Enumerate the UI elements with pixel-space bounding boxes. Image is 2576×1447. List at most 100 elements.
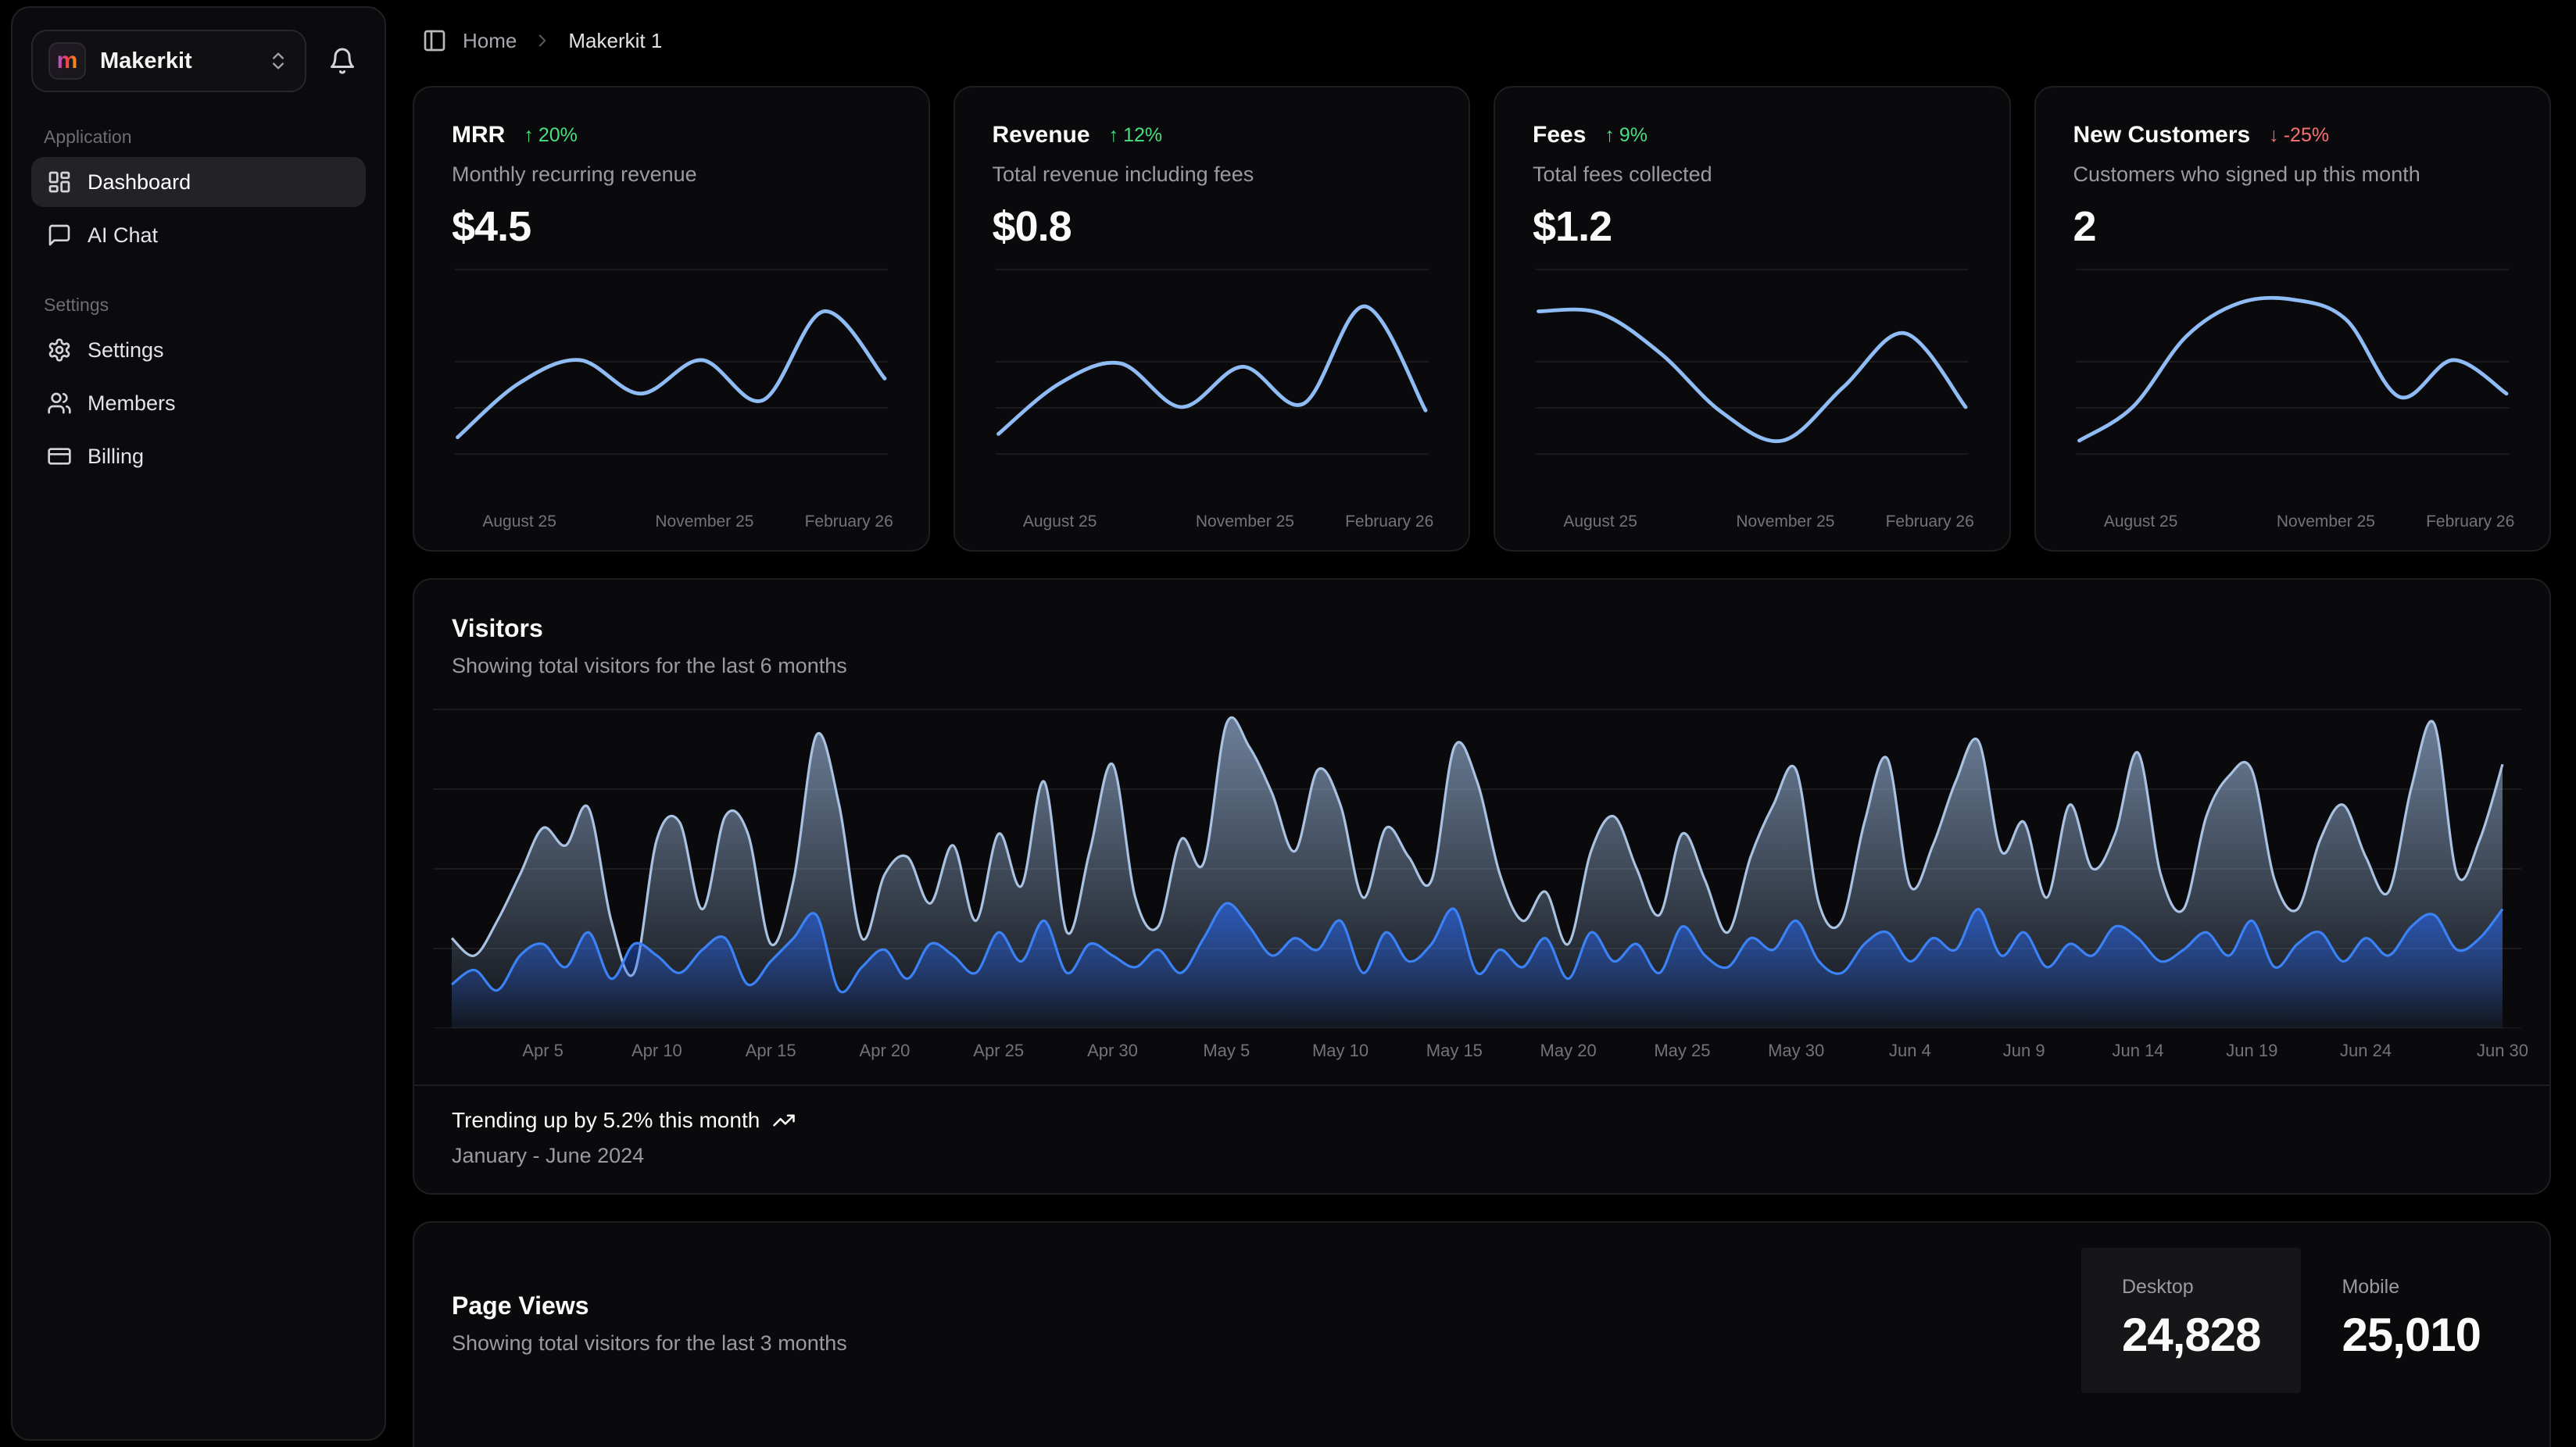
desktop-toggle[interactable]: Desktop 24,828 bbox=[2080, 1248, 2302, 1393]
sidebar-item-label: AI Chat bbox=[88, 223, 159, 247]
breadcrumb-current: Makerkit 1 bbox=[568, 28, 663, 52]
nav-section-application: Application bbox=[44, 127, 132, 147]
breadcrumb-home-link[interactable]: Home bbox=[463, 28, 517, 52]
page-views-title: Page Views bbox=[452, 1292, 589, 1320]
stat-value: $1.2 bbox=[1533, 203, 1612, 250]
page-views-subtitle: Showing total visitors for the last 3 mo… bbox=[452, 1331, 847, 1355]
stat-title: New Customers bbox=[2073, 122, 2251, 148]
team-selector[interactable]: m Makerkit bbox=[31, 30, 306, 92]
message-square-icon bbox=[47, 223, 72, 248]
makerkit-logo: m bbox=[48, 42, 86, 80]
mobile-toggle[interactable]: Mobile 25,010 bbox=[2301, 1248, 2521, 1393]
mobile-label: Mobile bbox=[2342, 1276, 2400, 1298]
arrow-up-icon: ↑ bbox=[1605, 123, 1615, 146]
sparkline-axis: August 25 November 25 February 26 bbox=[1022, 513, 1434, 531]
panel-left-icon bbox=[422, 28, 447, 53]
stat-description: Monthly recurring revenue bbox=[452, 163, 697, 186]
x-tick-label: May 15 bbox=[1426, 1041, 1483, 1060]
visitors-subtitle: Showing total visitors for the last 6 mo… bbox=[452, 654, 847, 677]
desktop-label: Desktop bbox=[2121, 1276, 2194, 1298]
sparkline-chart bbox=[1533, 260, 1984, 509]
stat-title: MRR bbox=[452, 122, 506, 148]
sidebar-item-dashboard[interactable]: Dashboard bbox=[31, 157, 366, 207]
sparkline-chart bbox=[993, 260, 1444, 509]
gear-icon bbox=[47, 338, 72, 363]
trend-badge: ↑ 9% bbox=[1605, 123, 1648, 146]
arrow-up-icon: ↑ bbox=[524, 123, 534, 146]
x-tick-label: Apr 20 bbox=[859, 1041, 911, 1060]
sparkline-axis: August 25 November 25 February 26 bbox=[482, 513, 893, 531]
visitors-footer: Trending up by 5.2% this month January -… bbox=[414, 1084, 2549, 1193]
stat-card-new-customers: New Customers ↓ -25% Customers who signed… bbox=[2034, 86, 2551, 552]
visitors-area-chart bbox=[433, 700, 2531, 1028]
page-views-series-toggles: Desktop 24,828 Mobile 25,010 bbox=[2080, 1248, 2521, 1393]
sidebar-item-label: Billing bbox=[88, 444, 145, 468]
x-tick-label: Jun 19 bbox=[2226, 1041, 2278, 1060]
x-tick-label: Jun 14 bbox=[2112, 1041, 2164, 1060]
visitors-x-axis: Apr 5 Apr 10 Apr 15 Apr 20 Apr 25 Apr 30 May 5… bbox=[433, 1034, 2531, 1069]
page-views-card: Page Views Showing total visitors for th… bbox=[413, 1221, 2551, 1447]
stat-value: $0.8 bbox=[992, 203, 1072, 250]
arrow-down-icon: ↓ bbox=[2269, 123, 2279, 146]
x-tick-label: Apr 25 bbox=[973, 1041, 1025, 1060]
x-tick-label: Jun 9 bbox=[2002, 1041, 2045, 1060]
dashboard-icon bbox=[47, 170, 72, 195]
visitors-title: Visitors bbox=[452, 614, 543, 642]
team-name: Makerkit bbox=[100, 48, 192, 73]
x-tick-label: Apr 15 bbox=[745, 1041, 796, 1060]
x-tick-label: Jun 4 bbox=[1889, 1041, 1931, 1060]
x-tick-label: Apr 5 bbox=[522, 1041, 564, 1060]
sparkline-axis: August 25 November 25 February 26 bbox=[1563, 513, 1974, 531]
users-icon bbox=[47, 391, 72, 416]
x-tick-label: Apr 30 bbox=[1087, 1041, 1138, 1060]
x-tick-label: May 30 bbox=[1768, 1041, 1825, 1060]
sidebar-item-settings[interactable]: Settings bbox=[31, 325, 366, 375]
arrow-up-icon: ↑ bbox=[1108, 123, 1119, 146]
sidebar-item-label: Members bbox=[88, 391, 176, 415]
stat-card-mrr: MRR ↑ 20% Monthly recurring revenue $4.5 … bbox=[413, 86, 930, 552]
main-content: Home Makerkit 1 MRR ↑ 20% Monthly recurri… bbox=[413, 0, 2551, 1447]
sidebar-toggle-button[interactable] bbox=[422, 28, 447, 53]
x-tick-label: May 25 bbox=[1654, 1041, 1711, 1060]
mobile-value: 25,010 bbox=[2342, 1309, 2481, 1361]
x-tick-label: May 5 bbox=[1203, 1041, 1250, 1060]
x-tick-label: Jun 30 bbox=[2476, 1041, 2529, 1060]
stat-card-revenue: Revenue ↑ 12% Total revenue including fee… bbox=[953, 86, 1470, 552]
sidebar-item-label: Dashboard bbox=[88, 170, 191, 194]
stat-title: Fees bbox=[1533, 122, 1587, 148]
breadcrumb: Home Makerkit 1 bbox=[413, 0, 2551, 81]
stat-description: Total fees collected bbox=[1533, 163, 1712, 186]
trend-badge: ↑ 20% bbox=[524, 123, 578, 146]
sidebar-item-billing[interactable]: Billing bbox=[31, 431, 366, 481]
x-tick-label: May 10 bbox=[1311, 1041, 1369, 1060]
stat-title: Revenue bbox=[992, 122, 1090, 148]
x-tick-label: May 20 bbox=[1540, 1041, 1597, 1060]
stat-cards-row: MRR ↑ 20% Monthly recurring revenue $4.5 … bbox=[413, 86, 2551, 552]
notifications-button[interactable] bbox=[319, 38, 366, 84]
stat-value: 2 bbox=[2073, 203, 2097, 250]
sidebar: m Makerkit Application Dashboard bbox=[11, 6, 386, 1441]
sparkline-axis: August 25 November 25 February 26 bbox=[2103, 513, 2515, 531]
stat-card-fees: Fees ↑ 9% Total fees collected $1.2 Augus… bbox=[1494, 86, 2011, 552]
desktop-value: 24,828 bbox=[2121, 1309, 2262, 1361]
visitors-card: Visitors Showing total visitors for the … bbox=[413, 578, 2551, 1195]
stat-description: Customers who signed up this month bbox=[2073, 163, 2420, 186]
stat-value: $4.5 bbox=[452, 203, 531, 250]
chevrons-up-down-icon bbox=[267, 50, 289, 72]
trend-badge: ↑ 12% bbox=[1108, 123, 1163, 146]
nav-section-settings: Settings bbox=[44, 295, 109, 315]
sidebar-item-label: Settings bbox=[88, 338, 164, 362]
visitors-trend-text: Trending up by 5.2% this month bbox=[452, 1108, 760, 1132]
bell-icon bbox=[328, 47, 356, 75]
sparkline-chart bbox=[452, 260, 903, 509]
chevron-right-icon bbox=[532, 30, 553, 51]
sparkline-chart bbox=[2073, 260, 2525, 509]
x-tick-label: Apr 10 bbox=[631, 1041, 682, 1060]
stat-description: Total revenue including fees bbox=[992, 163, 1254, 186]
sidebar-item-members[interactable]: Members bbox=[31, 378, 366, 428]
sidebar-item-ai-chat[interactable]: AI Chat bbox=[31, 210, 366, 260]
trend-badge: ↓ -25% bbox=[2269, 123, 2330, 146]
x-tick-label: Jun 24 bbox=[2340, 1041, 2392, 1060]
trending-up-icon bbox=[772, 1109, 796, 1132]
